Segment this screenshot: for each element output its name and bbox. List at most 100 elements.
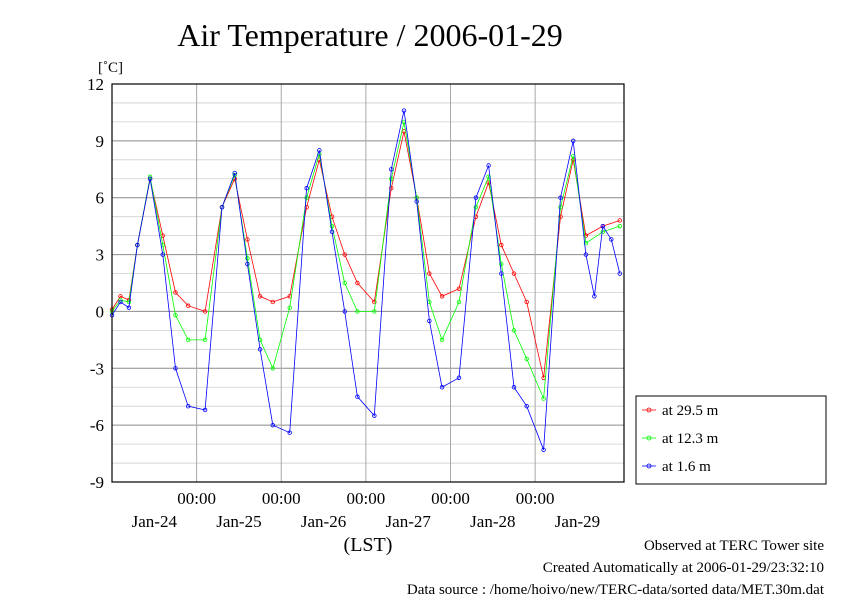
footer-site: Observed at TERC Tower site [644,538,824,554]
data-point [592,294,597,299]
y-axis-unit: [˚C] [98,60,123,76]
data-point [372,299,377,305]
x-axis-label: (LST) [344,534,393,556]
data-point [617,218,622,223]
data-point [389,176,394,181]
data-point [486,163,491,168]
data-point [558,204,563,210]
data-point [185,337,191,343]
data-point [473,195,479,200]
data-point [245,261,250,267]
data-point [372,309,377,314]
data-point [524,403,529,409]
y-tick-labels: 12 9 6 3 0 -3 -6 -9 [87,75,104,492]
y-tick-label: 0 [96,302,105,321]
data-point [202,407,208,413]
x-date-label: Jan-24 [132,512,178,531]
legend-marker [646,463,652,469]
data-point [439,294,445,299]
data-point [439,337,445,343]
data-point [541,396,546,401]
series-2 [109,119,622,401]
data-point [439,385,445,390]
x-time-label: 00:00 [177,489,216,508]
x-date-label: Jan-27 [386,512,432,531]
x-date-label: Jan-26 [301,512,346,531]
data-point [245,256,250,261]
data-point [427,271,432,276]
data-point [456,375,462,380]
data-point [118,299,123,305]
data-point [126,299,132,305]
y-tick-label: -3 [90,359,104,378]
data-point [499,242,504,248]
y-tick-label: 12 [87,75,104,94]
data-point [304,195,309,200]
series-line [111,131,620,378]
data-point [317,148,322,153]
data-point [389,167,394,172]
data-point [160,252,165,257]
data-point [524,299,529,305]
data-point [355,394,360,399]
data-point [600,223,606,229]
data-point [499,261,504,267]
legend-label: at 12.3 m [662,431,719,447]
data-point [541,447,546,452]
data-point [270,422,275,428]
data-point [499,271,504,276]
data-point [147,174,153,180]
x-date-label: Jan-28 [470,512,515,531]
data-point [511,385,517,390]
data-point [511,271,517,276]
data-point [342,280,347,286]
y-tick-label: 6 [96,189,105,208]
data-point [202,337,208,343]
data-point [414,199,419,204]
data-point [486,174,491,180]
data-point [147,176,153,181]
data-point [219,204,225,210]
series-3 [109,108,622,452]
data-point [571,138,576,144]
data-point [329,229,335,235]
data-point [329,223,335,229]
footer-source: Data source : /home/hoivo/new/TERC-data/… [407,582,825,595]
data-point [456,299,462,305]
data-point [173,313,178,318]
y-tick-label: 9 [96,132,105,151]
data-point [257,347,263,352]
series-line [111,110,621,450]
data-point [558,195,563,200]
data-point [185,303,191,308]
legend: at 29.5 m at 12.3 m at 1.6 m [635,395,827,485]
grid [112,84,624,482]
data-point [617,223,622,229]
data-point [583,252,589,257]
data-point [524,356,529,362]
data-point [401,108,407,113]
x-time-label: 00:00 [347,489,386,508]
data-point [287,430,292,435]
data-point [270,366,275,371]
series-line [111,121,620,399]
data-point [135,242,140,248]
data-point [342,252,347,257]
x-date-label: Jan-25 [216,512,261,531]
x-date-label: Jan-29 [555,512,600,531]
x-time-label: 00:00 [262,489,301,508]
legend-label: at 29.5 m [662,403,719,419]
data-point [355,280,360,286]
chart-title: Air Temperature / 2006-01-29 [177,17,563,53]
data-point [558,214,563,219]
data-point [342,309,347,314]
data-point [202,309,208,314]
x-tick-labels: 00:00 00:00 00:00 00:00 00:00 Jan-24 Jan-25 Jan… [132,489,600,531]
data-point [609,237,614,242]
data-point [173,290,178,295]
legend-marker [646,435,652,441]
data-point [257,294,263,299]
legend-box [635,395,827,485]
plot-frame [111,83,625,483]
